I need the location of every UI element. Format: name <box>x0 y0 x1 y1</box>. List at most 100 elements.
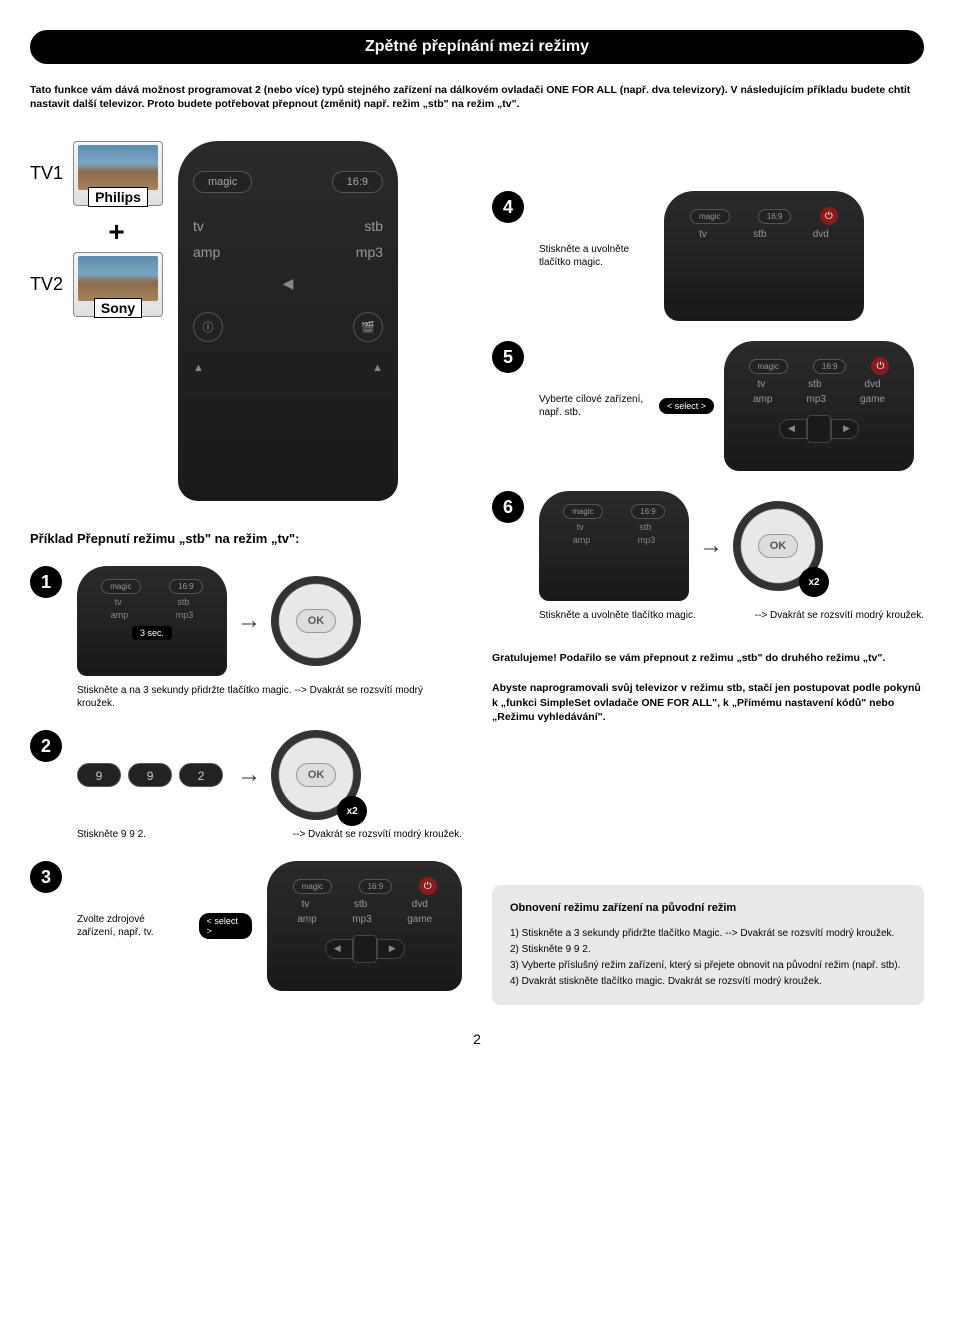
intro-text: Tato funkce vám dává možnost programovat… <box>30 84 924 111</box>
info-icon: ⓘ <box>193 312 223 342</box>
congrats-text: Gratulujeme! Podařilo se vám přepnout z … <box>492 652 924 666</box>
step1-cap-left: Stiskněte a na 3 sekundy přidržte tlačít… <box>77 685 292 696</box>
nav-cross-3 <box>325 929 405 969</box>
step5-text: Vyberte cílové zařízení, např. stb. <box>539 393 649 419</box>
x2-badge-6: x2 <box>799 567 829 597</box>
r6-amp: amp <box>573 535 591 545</box>
step2-cap-left: Stiskněte 9 9 2. <box>77 828 146 841</box>
mini-amp: amp <box>111 610 129 620</box>
step6-cap-left: Stiskněte a uvolněte tlačítko magic. <box>539 609 696 622</box>
r5-dvd: dvd <box>864 379 880 390</box>
mini-ratio: 16:9 <box>169 579 203 594</box>
magic-button: magic <box>193 171 252 193</box>
step3-text: Zvolte zdrojové zařízení, např. tv. <box>77 913 184 939</box>
mini-stb: stb <box>177 597 189 607</box>
followup-text: Abyste naprogramovali svůj televizor v r… <box>492 681 924 725</box>
step-1: 1 magic16:9 tvstb ampmp3 3 sec. → OK Sti… <box>30 566 462 710</box>
stb-mode: stb <box>364 218 383 234</box>
r3-amp: amp <box>297 914 316 925</box>
remote-large: magic 16:9 tv stb amp mp3 ◀ ⓘ 🎬 <box>178 141 398 501</box>
r3-ratio: 16:9 <box>359 879 393 894</box>
step-3: 3 Zvolte zdrojové zařízení, např. tv. < … <box>30 861 462 991</box>
step-2: 2 9 9 2 → OK x2 Stiskněte 9 9 2. <box>30 730 462 841</box>
digit-9a: 9 <box>77 763 121 787</box>
r4-dvd: dvd <box>813 229 829 240</box>
plus-icon: + <box>70 216 163 248</box>
remote-step6: magic16:9 tvstb ampmp3 <box>539 491 689 601</box>
sec3-badge: 3 sec. <box>132 626 172 640</box>
mini-mp3: mp3 <box>176 610 194 620</box>
page-number: 2 <box>30 1031 924 1047</box>
clapper-icon: 🎬 <box>353 312 383 342</box>
reset-l2: 2) Stiskněte 9 9 2. <box>510 942 906 958</box>
nav-cross-5 <box>779 409 859 449</box>
r5-magic: magic <box>749 359 788 374</box>
tv2-box: Sony <box>73 252 163 317</box>
step4-text: Stiskněte a uvolněte tlačítko magic. <box>539 243 649 269</box>
section-header: Zpětné přepínání mezi režimy <box>30 30 924 64</box>
digit-2: 2 <box>179 763 223 787</box>
tv2-brand: Sony <box>94 298 142 318</box>
r6-stb: stb <box>639 522 651 532</box>
step-6: 6 magic16:9 tvstb ampmp3 → OK x2 Stiskně… <box>492 491 924 622</box>
power-icon-5: ⏻ <box>871 357 889 375</box>
r3-game: game <box>407 914 432 925</box>
reset-l4: 4) Dvakrát stiskněte tlačítko magic. Dva… <box>510 974 906 990</box>
tv1-box: Philips <box>73 141 163 206</box>
main-columns: TV1 Philips + TV2 Sony magi <box>30 141 924 1011</box>
select-badge-5: < select > <box>659 398 714 414</box>
tv2-screen <box>78 256 158 301</box>
r6-magic: magic <box>563 504 602 519</box>
r4-ratio: 16:9 <box>758 209 792 224</box>
r5-stb: stb <box>808 379 821 390</box>
reset-box: Obnovení režimu zařízení na původní reži… <box>492 885 924 1005</box>
r3-tv: tv <box>302 899 310 910</box>
step-6-num: 6 <box>492 491 524 523</box>
ok-button-2: OK <box>296 763 336 787</box>
ok-button: OK <box>296 609 336 633</box>
ok-button-6: OK <box>758 534 798 558</box>
mini-tv: tv <box>115 597 122 607</box>
ratio-button: 16:9 <box>332 171 383 193</box>
step-4: 4 Stiskněte a uvolněte tlačítko magic. m… <box>492 191 924 321</box>
amp-mode: amp <box>193 244 220 260</box>
r5-game: game <box>860 394 885 405</box>
tv1-brand: Philips <box>88 187 148 207</box>
tv1-screen <box>78 145 158 190</box>
ok-ring-1: OK <box>271 576 361 666</box>
arrow-icon-6: → <box>699 532 723 560</box>
step-4-num: 4 <box>492 191 524 223</box>
ok-ring-2: OK x2 <box>271 730 361 820</box>
remote-step3: magic16:9⏻ tvstbdvd ampmp3game <box>267 861 462 991</box>
mp3-mode: mp3 <box>356 244 383 260</box>
right-column: 4 Stiskněte a uvolněte tlačítko magic. m… <box>492 141 924 1011</box>
reset-l1: 1) Stiskněte a 3 sekundy přidržte tlačít… <box>510 926 906 942</box>
step6-cap-right: --> Dvakrát se rozsvítí modrý kroužek. <box>755 609 924 622</box>
r3-magic: magic <box>293 879 332 894</box>
r6-mp3: mp3 <box>638 535 656 545</box>
remote-step1: magic16:9 tvstb ampmp3 3 sec. <box>77 566 227 676</box>
ok-ring-6: OK x2 <box>733 501 823 591</box>
r5-mp3: mp3 <box>807 394 826 405</box>
arrow-icon: → <box>237 607 261 635</box>
r5-ratio: 16:9 <box>813 359 847 374</box>
reset-title: Obnovení režimu zařízení na původní reži… <box>510 900 906 918</box>
power-icon-4: ⏻ <box>820 207 838 225</box>
reset-l3: 3) Vyberte příslušný režim zařízení, kte… <box>510 958 906 974</box>
r4-stb: stb <box>753 229 766 240</box>
left-column: TV1 Philips + TV2 Sony magi <box>30 141 462 1011</box>
r3-mp3: mp3 <box>352 914 371 925</box>
r6-tv: tv <box>577 522 584 532</box>
left-arrow-icon: ◀ <box>283 275 294 292</box>
step-5-num: 5 <box>492 341 524 373</box>
step-2-num: 2 <box>30 730 62 762</box>
tv-stack: TV1 Philips + TV2 Sony <box>30 141 163 327</box>
step-1-num: 1 <box>30 566 62 598</box>
up-arrow-icon: ▲ <box>193 362 204 374</box>
step2-cap-right: --> Dvakrát se rozsvítí modrý kroužek. <box>293 828 462 841</box>
r5-tv: tv <box>757 379 765 390</box>
arrow-icon-2: → <box>237 761 261 789</box>
step-3-num: 3 <box>30 861 62 893</box>
x2-badge: x2 <box>337 796 367 826</box>
remote-step4: magic16:9⏻ tvstbdvd <box>664 191 864 321</box>
